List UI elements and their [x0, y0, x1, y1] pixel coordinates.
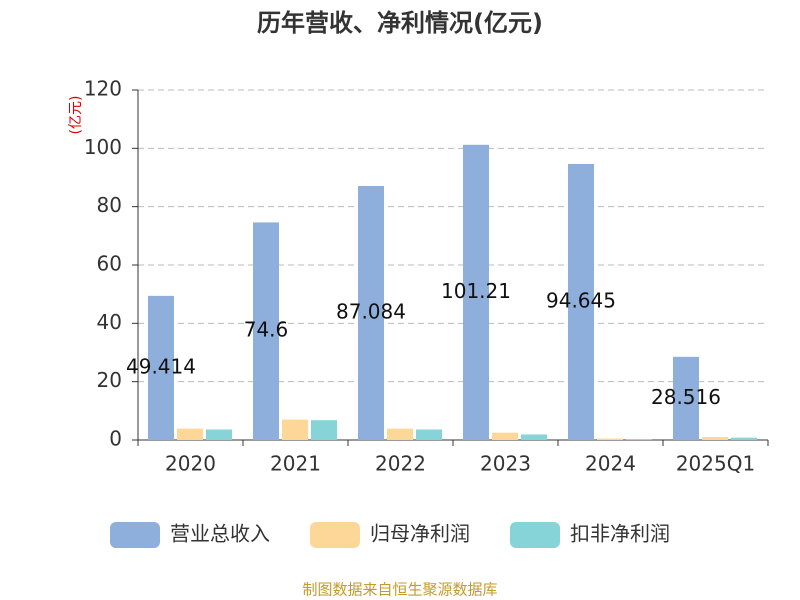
source-note: 制图数据来自恒生聚源数据库	[302, 581, 497, 599]
data-label: 74.6	[244, 318, 289, 342]
bar	[253, 222, 279, 440]
bar	[311, 420, 337, 440]
bar	[148, 295, 174, 440]
legend-label: 扣非净利润	[570, 522, 670, 546]
legend-label: 营业总收入	[170, 522, 270, 546]
bar	[626, 439, 652, 440]
bar	[492, 432, 518, 440]
x-tick-label: 2021	[270, 452, 321, 476]
bar	[206, 429, 232, 440]
bar	[521, 434, 547, 440]
y-tick-label: 100	[84, 135, 122, 159]
x-tick-label: 2024	[585, 452, 636, 476]
bar	[568, 163, 594, 440]
x-tick-label: 2020	[165, 452, 216, 476]
y-tick-label: 20	[97, 368, 122, 392]
bar	[673, 356, 699, 440]
chart-title: 历年营收、净利情况(亿元)	[257, 9, 543, 37]
legend-swatch	[110, 522, 160, 548]
data-label: 28.516	[651, 385, 721, 409]
data-label: 49.414	[126, 354, 196, 378]
legend-label: 归母净利润	[370, 522, 470, 546]
y-tick-label: 40	[97, 310, 122, 334]
legend-swatch	[310, 522, 360, 548]
bar	[597, 438, 623, 440]
bar	[702, 437, 728, 440]
bar	[358, 186, 384, 440]
bar	[282, 419, 308, 440]
data-label: 87.084	[336, 300, 406, 324]
bar	[463, 144, 489, 440]
y-tick-label: 80	[97, 193, 122, 217]
y-axis-label: (亿元)	[68, 96, 84, 135]
data-label: 94.645	[546, 288, 616, 312]
legend-swatch	[510, 522, 560, 548]
y-tick-label: 120	[84, 77, 122, 101]
data-label: 101.21	[441, 279, 511, 303]
y-tick-label: 0	[109, 427, 122, 451]
bar	[731, 437, 757, 440]
x-tick-label: 2022	[375, 452, 426, 476]
bar	[387, 428, 413, 440]
bar	[416, 429, 442, 440]
y-tick-label: 60	[97, 252, 122, 276]
bar	[177, 428, 203, 440]
x-tick-label: 2023	[480, 452, 531, 476]
x-tick-label: 2025Q1	[676, 452, 755, 476]
